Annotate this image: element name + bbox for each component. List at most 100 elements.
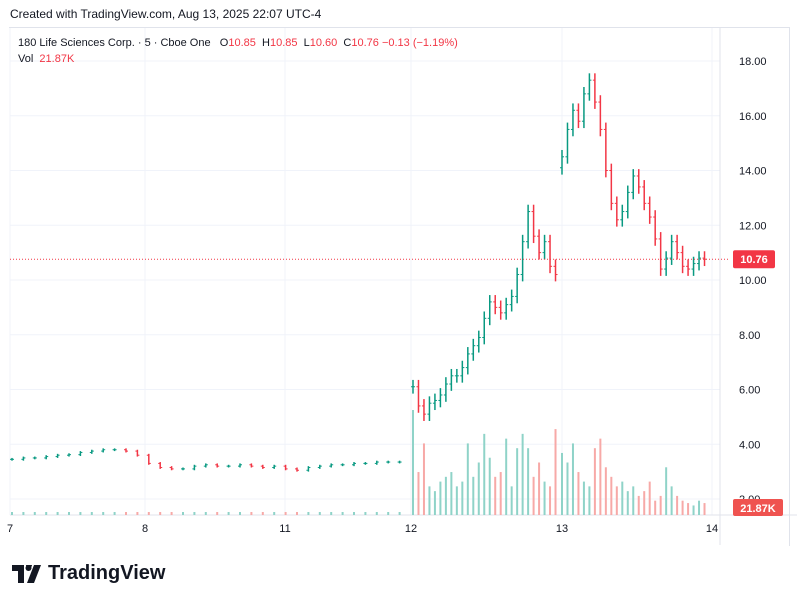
volume-bar — [182, 512, 184, 515]
volume-bar — [577, 472, 580, 515]
y-tick-label: 12.00 — [739, 220, 767, 232]
volume-bar — [417, 472, 420, 515]
volume-bar — [488, 457, 491, 515]
volume-bar — [387, 512, 390, 515]
chart-frame — [9, 27, 790, 546]
volume-bar — [11, 512, 13, 515]
volume-value: 21.87K — [39, 53, 75, 65]
symbol-legend: 180 Life Sciences Corp. · 5 · Cboe One O… — [18, 35, 458, 67]
volume-bar — [102, 512, 105, 515]
volume-bar — [444, 476, 447, 515]
volume-bar — [341, 512, 344, 515]
volume-bar — [626, 491, 629, 515]
volume-bar — [494, 476, 497, 515]
volume-bar — [610, 476, 613, 515]
last-price-label: 10.76 — [740, 254, 768, 266]
y-tick-label: 6.00 — [739, 385, 760, 397]
volume-bar — [621, 481, 624, 515]
last-volume-label: 21.87K — [740, 503, 776, 515]
volume-bar — [227, 512, 230, 515]
volume-bar — [170, 512, 173, 515]
volume-bar — [375, 512, 378, 515]
volume-bar — [159, 512, 162, 515]
volume-bar — [703, 503, 706, 515]
volume-bar — [136, 512, 139, 515]
volume-bar — [353, 512, 355, 515]
volume-bar — [571, 443, 574, 515]
volume-bar — [433, 491, 436, 515]
volume-bar — [284, 512, 287, 515]
x-tick-label: 11 — [279, 523, 290, 535]
volume-bar — [499, 472, 502, 515]
low-label: L — [303, 37, 310, 49]
y-tick-label: 10.00 — [739, 275, 767, 287]
volume-bar — [632, 486, 635, 515]
volume-bar — [398, 512, 401, 515]
volume-label: Vol — [18, 53, 34, 65]
close-value: 10.76 — [351, 37, 379, 49]
volume-bar — [422, 443, 425, 515]
volume-bar — [648, 481, 651, 515]
volume-bar — [33, 512, 36, 515]
volume-bar — [538, 462, 541, 515]
created-with-caption: Created with TradingView.com, Aug 13, 20… — [10, 7, 322, 21]
volume-bar — [193, 512, 196, 515]
volume-bar — [654, 500, 657, 515]
volume-bar — [637, 495, 640, 515]
volume-bar — [364, 512, 367, 515]
high-value: 10.85 — [269, 37, 298, 49]
tradingview-logo-icon — [12, 564, 41, 583]
volume-bar — [698, 500, 701, 515]
tradingview-logo[interactable]: TradingView — [12, 562, 165, 585]
volume-bar — [554, 429, 557, 515]
volume-bar — [665, 467, 668, 515]
volume-bar — [79, 512, 82, 515]
volume-bar — [615, 486, 618, 515]
x-tick-label: 13 — [556, 523, 568, 535]
volume-bar — [455, 486, 458, 515]
volume-bar — [466, 443, 469, 515]
volume-bar — [532, 476, 535, 515]
volume-bar — [273, 512, 276, 515]
volume-bar — [56, 512, 59, 515]
volume-bar — [147, 512, 150, 515]
x-tick-label: 7 — [7, 523, 13, 535]
price-chart[interactable]: 18.0016.0014.0012.0010.008.006.004.002.0… — [0, 0, 798, 560]
volume-bar — [505, 438, 508, 515]
volume-bar — [692, 505, 695, 515]
volume-bar — [516, 448, 519, 515]
volume-bar — [604, 467, 607, 515]
volume-bar — [477, 462, 480, 515]
volume-bar — [599, 438, 602, 515]
high-label: H — [262, 37, 270, 49]
volume-bar — [582, 481, 585, 515]
volume-bar — [239, 512, 241, 515]
volume-bar — [412, 410, 414, 515]
low-value: 10.60 — [309, 37, 338, 49]
volume-bar — [330, 512, 333, 515]
volume-bar — [670, 486, 673, 515]
open-value: 10.85 — [228, 37, 256, 49]
volume-bar — [510, 486, 513, 515]
volume-bar — [527, 448, 530, 515]
volume-bar — [687, 503, 690, 515]
volume-bar — [261, 512, 264, 515]
volume-bar — [90, 512, 93, 515]
volume-bar — [216, 512, 219, 515]
x-tick-label: 14 — [706, 523, 718, 535]
volume-bar — [296, 512, 298, 515]
volume-bar — [250, 512, 253, 515]
symbol-name: 180 Life Sciences Corp. · 5 · Cboe One — [18, 37, 211, 49]
y-tick-label: 14.00 — [739, 166, 767, 178]
volume-bar — [659, 495, 662, 515]
volume-bar — [439, 481, 442, 515]
brand-name: TradingView — [48, 562, 166, 584]
volume-bar — [307, 512, 310, 515]
volume-bar — [68, 512, 70, 515]
volume-bar — [543, 481, 546, 515]
volume-bar — [588, 486, 591, 515]
volume-bar — [593, 448, 596, 515]
volume-bar — [318, 512, 321, 515]
volume-bar — [521, 433, 524, 515]
volume-bar — [22, 512, 25, 515]
